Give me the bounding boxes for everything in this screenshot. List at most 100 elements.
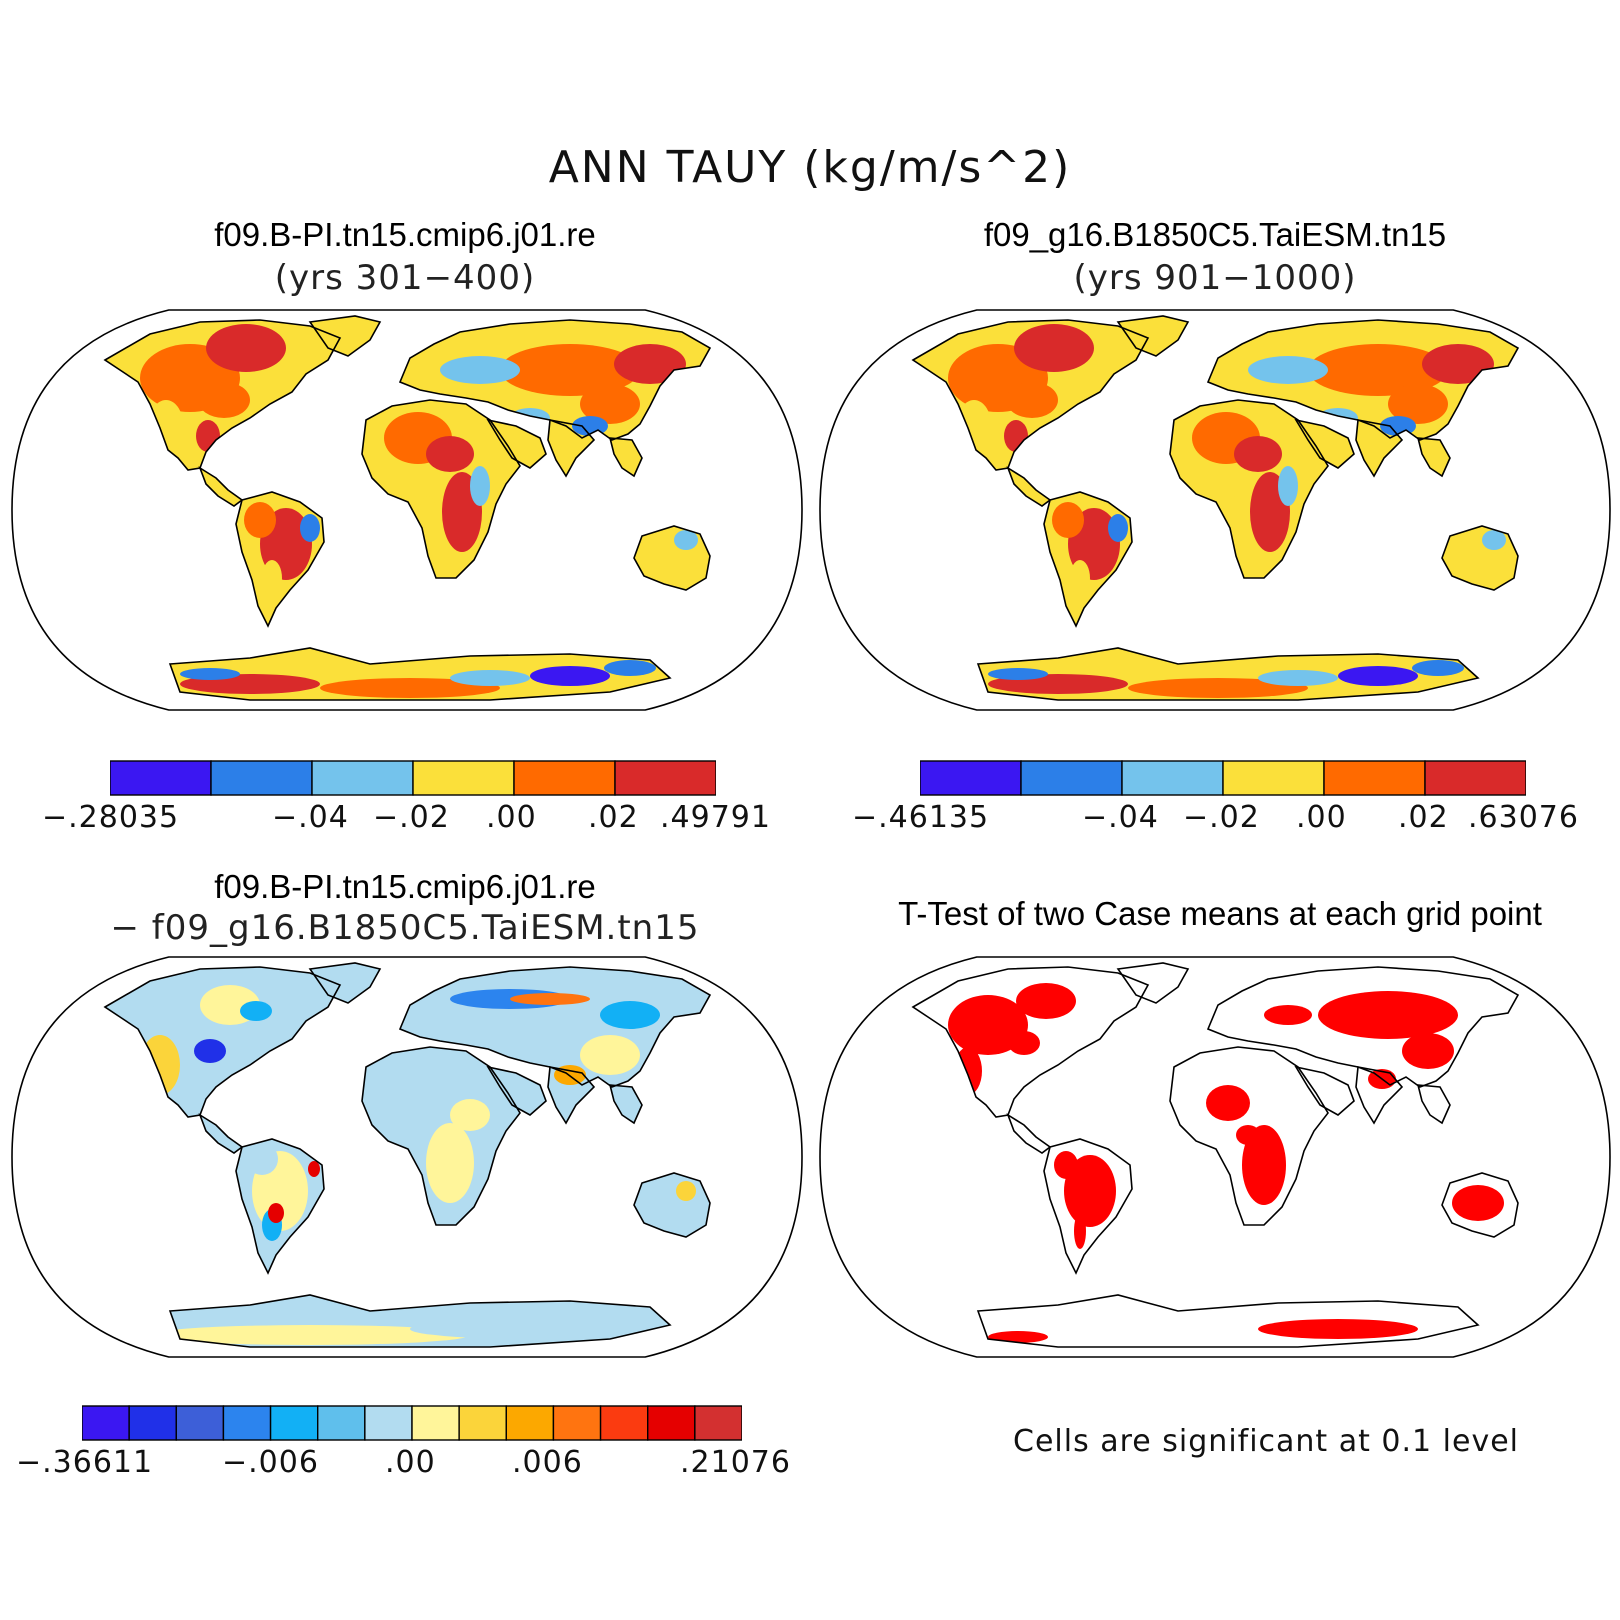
ttest-coast-india: [1355, 1066, 1404, 1125]
ttest-coast-australia: [1441, 1172, 1519, 1238]
colorbar-diff: [82, 1405, 742, 1441]
case1-field-17: [580, 384, 640, 424]
case1-coast-southAmerica: [235, 491, 325, 628]
diff-field-12: [450, 1099, 490, 1131]
case1-field-13: [470, 466, 490, 506]
ttest-coast-seAsia: [1416, 1084, 1451, 1125]
diff-field-16: [580, 1035, 640, 1075]
cb-diff-swatch-7: [411, 1405, 460, 1441]
ttest-field-9: [1236, 1125, 1260, 1145]
case2-field-17: [1388, 384, 1448, 424]
cb-case2-swatch-2: [1121, 760, 1224, 796]
diff-coast-northAmerica: [103, 966, 342, 1118]
ttest-field-3: [1008, 1031, 1040, 1055]
case1-coast-africa: [361, 399, 521, 579]
case2-coast-eurasia: [1206, 319, 1520, 441]
cb-case2-label-min: −.46135: [852, 800, 990, 835]
case1-field-16: [440, 356, 520, 384]
cb-diff-swatch-3: [222, 1405, 272, 1441]
case2-field-25: [1412, 660, 1464, 676]
case1-field-15: [614, 344, 686, 384]
map-case2: [819, 309, 1611, 711]
case1-field-27: [450, 670, 530, 686]
panel-ttest-title: T-Test of two Case means at each grid po…: [898, 895, 1542, 932]
case1-field-3: [198, 382, 250, 418]
cb-case1-swatch-0: [110, 760, 212, 796]
cb-case1-swatch-4: [513, 760, 616, 796]
diff-field-18: [510, 993, 590, 1005]
cb-case2-label-2: −.04: [1082, 800, 1159, 835]
case2-coast-arabia: [1294, 418, 1355, 469]
ttest-field-15: [1258, 1319, 1418, 1339]
cb-case1-swatch-2: [311, 760, 414, 796]
cb-case2-swatch-5: [1424, 760, 1526, 796]
case2-field-7: [1070, 560, 1090, 596]
case2-field-8: [1108, 514, 1128, 542]
case1-coast-greenland: [308, 315, 382, 357]
diff-field-21: [150, 1325, 470, 1345]
cb-diff-label-3: .00: [385, 1445, 436, 1480]
case1-field-24: [530, 666, 610, 686]
ttest-coast-northAmerica: [911, 966, 1150, 1118]
cb-case2-label-max: .63076: [1468, 800, 1579, 835]
case1-field-26: [180, 668, 240, 680]
case2-field-21: [1482, 530, 1506, 550]
diff-coast-centralAmerica: [198, 1113, 244, 1154]
panel-case1-title: f09.B-PI.tn15.cmip6.j01.re: [214, 216, 596, 253]
diff-coast-arabia: [486, 1065, 547, 1116]
cb-case2-swatch-4: [1323, 760, 1426, 796]
case2-field-23: [1128, 678, 1308, 698]
case2-field-3: [1006, 382, 1058, 418]
ttest-note: Cells are significant at 0.1 level: [1013, 1424, 1520, 1459]
diff-field-9: [268, 1203, 284, 1223]
case2-field-14: [1308, 344, 1448, 396]
cb-diff-swatch-1: [128, 1405, 177, 1441]
cb-diff-swatch-11: [599, 1405, 649, 1441]
diff-field-8: [308, 1161, 320, 1177]
cb-case1-label-3: −.02: [373, 800, 450, 835]
case1-field-7: [262, 560, 282, 596]
ttest-field-10: [1318, 991, 1458, 1039]
panel-case2-title: f09_g16.B1850C5.TaiESM.tn15: [983, 216, 1447, 253]
case1-coast-northAmerica: [103, 319, 342, 471]
case2-field-1: [1014, 324, 1094, 372]
diff-coast-greenland: [308, 962, 382, 1004]
ttest-field-8: [1242, 1125, 1286, 1205]
case2-coast-centralAmerica: [1006, 466, 1052, 507]
cb-diff-label-2: −.006: [222, 1445, 319, 1480]
diff-field-15: [600, 1001, 660, 1029]
cb-case1-swatch-1: [210, 760, 313, 796]
case2-coast-greenland: [1116, 315, 1190, 357]
case1-coast-australia: [633, 525, 711, 591]
cb-case2-swatch-3: [1222, 760, 1325, 796]
case1-field-21: [674, 530, 698, 550]
cb-case2-label-5: .02: [1398, 800, 1449, 835]
map-case1: [11, 309, 803, 711]
case2-field-13: [1278, 466, 1298, 506]
cb-case1-swatch-5: [614, 760, 716, 796]
case1-coast-centralAmerica: [198, 466, 244, 507]
case1-field-23: [320, 678, 500, 698]
panel-diff-subtitle: − f09_g16.B1850C5.TaiESM.tn15: [110, 908, 700, 948]
cb-case1-label-5: .02: [588, 800, 639, 835]
ttest-field-11: [1264, 1005, 1312, 1025]
diff-coast-antarctica: [168, 1294, 672, 1348]
cb-diff-swatch-6: [364, 1405, 413, 1441]
ttest-coast-greenland: [1116, 962, 1190, 1004]
case2-coast-australia: [1441, 525, 1519, 591]
cb-case1-label-min: −.28035: [42, 800, 180, 835]
cb-diff-swatch-4: [269, 1405, 319, 1441]
ttest-coast-southAmerica: [1043, 1138, 1133, 1275]
case2-coast-africa: [1169, 399, 1329, 579]
case2-field-26: [988, 668, 1048, 680]
cb-case2-label-3: −.02: [1183, 800, 1260, 835]
diff-field-4: [240, 1001, 272, 1021]
case1-coast-antarctica: [168, 647, 672, 701]
diff-field-22: [410, 1319, 650, 1339]
ttest-field-14: [1452, 1185, 1504, 1221]
case1-coast-eurasia: [398, 319, 712, 441]
cb-diff-label-min: −.36611: [16, 1445, 154, 1480]
diff-coast-seAsia: [608, 1084, 643, 1125]
diff-field-20: [676, 1181, 696, 1201]
case2-coast-seAsia: [1416, 437, 1451, 478]
